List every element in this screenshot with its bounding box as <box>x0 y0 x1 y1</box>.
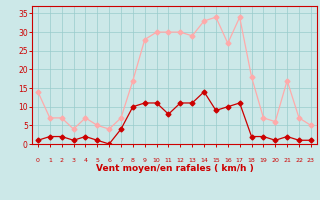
X-axis label: Vent moyen/en rafales ( km/h ): Vent moyen/en rafales ( km/h ) <box>96 164 253 173</box>
